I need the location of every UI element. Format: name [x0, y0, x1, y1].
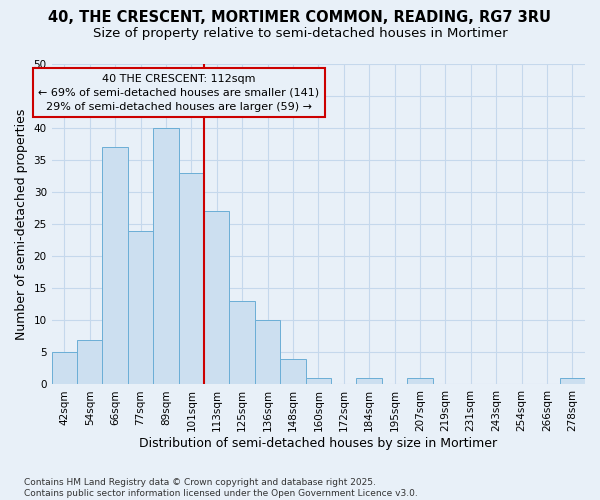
Bar	[103, 148, 128, 384]
Bar	[153, 128, 179, 384]
Bar	[255, 320, 280, 384]
X-axis label: Distribution of semi-detached houses by size in Mortimer: Distribution of semi-detached houses by …	[139, 437, 497, 450]
Bar	[407, 378, 433, 384]
Bar	[204, 212, 229, 384]
Bar	[128, 230, 153, 384]
Bar	[77, 340, 103, 384]
Text: Contains HM Land Registry data © Crown copyright and database right 2025.
Contai: Contains HM Land Registry data © Crown c…	[24, 478, 418, 498]
Text: Size of property relative to semi-detached houses in Mortimer: Size of property relative to semi-detach…	[92, 28, 508, 40]
Bar	[280, 359, 305, 384]
Bar	[179, 173, 204, 384]
Bar	[356, 378, 382, 384]
Bar	[560, 378, 585, 384]
Text: 40 THE CRESCENT: 112sqm
← 69% of semi-detached houses are smaller (141)
29% of s: 40 THE CRESCENT: 112sqm ← 69% of semi-de…	[38, 74, 319, 112]
Bar	[305, 378, 331, 384]
Y-axis label: Number of semi-detached properties: Number of semi-detached properties	[15, 108, 28, 340]
Bar	[229, 301, 255, 384]
Text: 40, THE CRESCENT, MORTIMER COMMON, READING, RG7 3RU: 40, THE CRESCENT, MORTIMER COMMON, READI…	[49, 10, 551, 25]
Bar	[52, 352, 77, 384]
